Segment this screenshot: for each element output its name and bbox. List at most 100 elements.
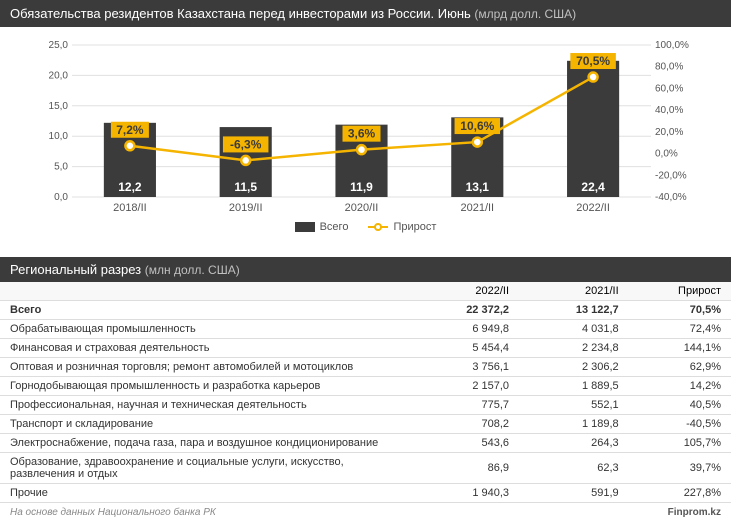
table-cell: 708,2 [409,415,519,434]
table-cell: Горнодобывающая промышленность и разрабо… [0,377,409,396]
chart-area: 0,05,010,015,020,025,0-40,0%-20,0%0,0%20… [0,27,731,257]
svg-text:20,0: 20,0 [49,70,69,81]
table-row: Прочие1 940,3591,9227,8% [0,484,731,503]
legend-bar-swatch [295,222,315,232]
chart-header: Обязательства резидентов Казахстана пере… [0,0,731,27]
table-cell: 2 234,8 [519,339,629,358]
table-cell: 552,1 [519,396,629,415]
legend-bar-label: Всего [320,221,349,233]
table-cell: 543,6 [409,434,519,453]
table-cell: 4 031,8 [519,320,629,339]
table-cell: 227,8% [629,484,731,503]
footer: На основе данных Национального банка РК … [0,503,731,522]
table-row: Финансовая и страховая деятельность5 454… [0,339,731,358]
table-cell: Обрабатывающая промышленность [0,320,409,339]
table-cell: Оптовая и розничная торговля; ремонт авт… [0,358,409,377]
svg-text:10,0: 10,0 [49,131,69,142]
svg-text:10,6%: 10,6% [460,119,494,133]
svg-text:3,6%: 3,6% [348,127,376,141]
table-cell: 6 949,8 [409,320,519,339]
table-cell: Электроснабжение, подача газа, пара и во… [0,434,409,453]
table-cell: Финансовая и страховая деятельность [0,339,409,358]
table-cell: 264,3 [519,434,629,453]
svg-text:-40,0%: -40,0% [655,192,687,203]
table-title: Региональный разрез [10,262,141,277]
table-col-header: Прирост [629,282,731,301]
table-unit: (млн долл. США) [145,263,240,277]
table-body: Всего22 372,213 122,770,5%Обрабатывающая… [0,301,731,503]
svg-text:40,0%: 40,0% [655,105,683,116]
table-cell: 775,7 [409,396,519,415]
table-cell: 591,9 [519,484,629,503]
svg-text:70,5%: 70,5% [576,54,610,68]
table-cell: 70,5% [629,301,731,320]
legend-line: Прирост [368,221,436,233]
table-row: Профессиональная, научная и техническая … [0,396,731,415]
table-row: Горнодобывающая промышленность и разрабо… [0,377,731,396]
footer-brand: Finprom.kz [668,507,721,518]
table-cell: 62,3 [519,453,629,484]
table-cell: 62,9% [629,358,731,377]
svg-text:11,9: 11,9 [350,180,373,194]
svg-text:2019/II: 2019/II [229,202,263,214]
chart-legend: Всего Прирост [40,221,691,233]
table-cell: 105,7% [629,434,731,453]
table-cell: 86,9 [409,453,519,484]
svg-text:2018/II: 2018/II [113,202,147,214]
table-cell: 39,7% [629,453,731,484]
legend-line-label: Прирост [393,221,436,233]
legend-line-swatch [368,226,388,228]
table-cell: Профессиональная, научная и техническая … [0,396,409,415]
svg-text:0,0%: 0,0% [655,149,678,160]
table-cell: 1 889,5 [519,377,629,396]
table-row: Транспорт и складирование708,21 189,8-40… [0,415,731,434]
table-head-row: 2022/II2021/IIПрирост [0,282,731,301]
table-cell: 72,4% [629,320,731,339]
table-col-header [0,282,409,301]
table-cell: Транспорт и складирование [0,415,409,434]
table-cell: 13 122,7 [519,301,629,320]
chart-svg: 0,05,010,015,020,025,0-40,0%-20,0%0,0%20… [40,37,691,217]
svg-text:2021/II: 2021/II [460,202,494,214]
svg-text:7,2%: 7,2% [116,123,144,137]
table-row: Обрабатывающая промышленность6 949,84 03… [0,320,731,339]
svg-text:-6,3%: -6,3% [230,137,262,151]
svg-text:22,4: 22,4 [581,180,605,194]
footer-source: На основе данных Национального банка РК [10,507,216,518]
svg-text:20,0%: 20,0% [655,127,683,138]
chart-title: Обязательства резидентов Казахстана пере… [10,6,471,21]
svg-text:-20,0%: -20,0% [655,170,687,181]
table-cell: 2 306,2 [519,358,629,377]
svg-text:12,2: 12,2 [118,180,142,194]
table-cell: 14,2% [629,377,731,396]
table-cell: Прочие [0,484,409,503]
svg-text:0,0: 0,0 [54,192,68,203]
table-col-header: 2022/II [409,282,519,301]
svg-text:80,0%: 80,0% [655,62,683,73]
table-cell: 1 189,8 [519,415,629,434]
table-cell: -40,5% [629,415,731,434]
svg-text:2022/II: 2022/II [576,202,610,214]
svg-text:13,1: 13,1 [466,180,490,194]
table-cell: 22 372,2 [409,301,519,320]
table-cell: 40,5% [629,396,731,415]
table-cell: 1 940,3 [409,484,519,503]
table-cell: 5 454,4 [409,339,519,358]
svg-text:2020/II: 2020/II [345,202,379,214]
svg-text:25,0: 25,0 [49,40,69,51]
chart-unit: (млрд долл. США) [474,7,576,21]
svg-text:5,0: 5,0 [54,162,68,173]
table-row: Образование, здравоохранение и социальны… [0,453,731,484]
svg-text:60,0%: 60,0% [655,83,683,94]
legend-bar: Всего [295,221,349,233]
svg-text:11,5: 11,5 [234,180,257,194]
table-cell: 3 756,1 [409,358,519,377]
table-row: Электроснабжение, подача газа, пара и во… [0,434,731,453]
table-header: Региональный разрез (млн долл. США) [0,257,731,282]
table-cell: 2 157,0 [409,377,519,396]
table-cell: Образование, здравоохранение и социальны… [0,453,409,484]
table-cell: 144,1% [629,339,731,358]
table-cell: Всего [0,301,409,320]
table-row: Всего22 372,213 122,770,5% [0,301,731,320]
table-row: Оптовая и розничная торговля; ремонт авт… [0,358,731,377]
